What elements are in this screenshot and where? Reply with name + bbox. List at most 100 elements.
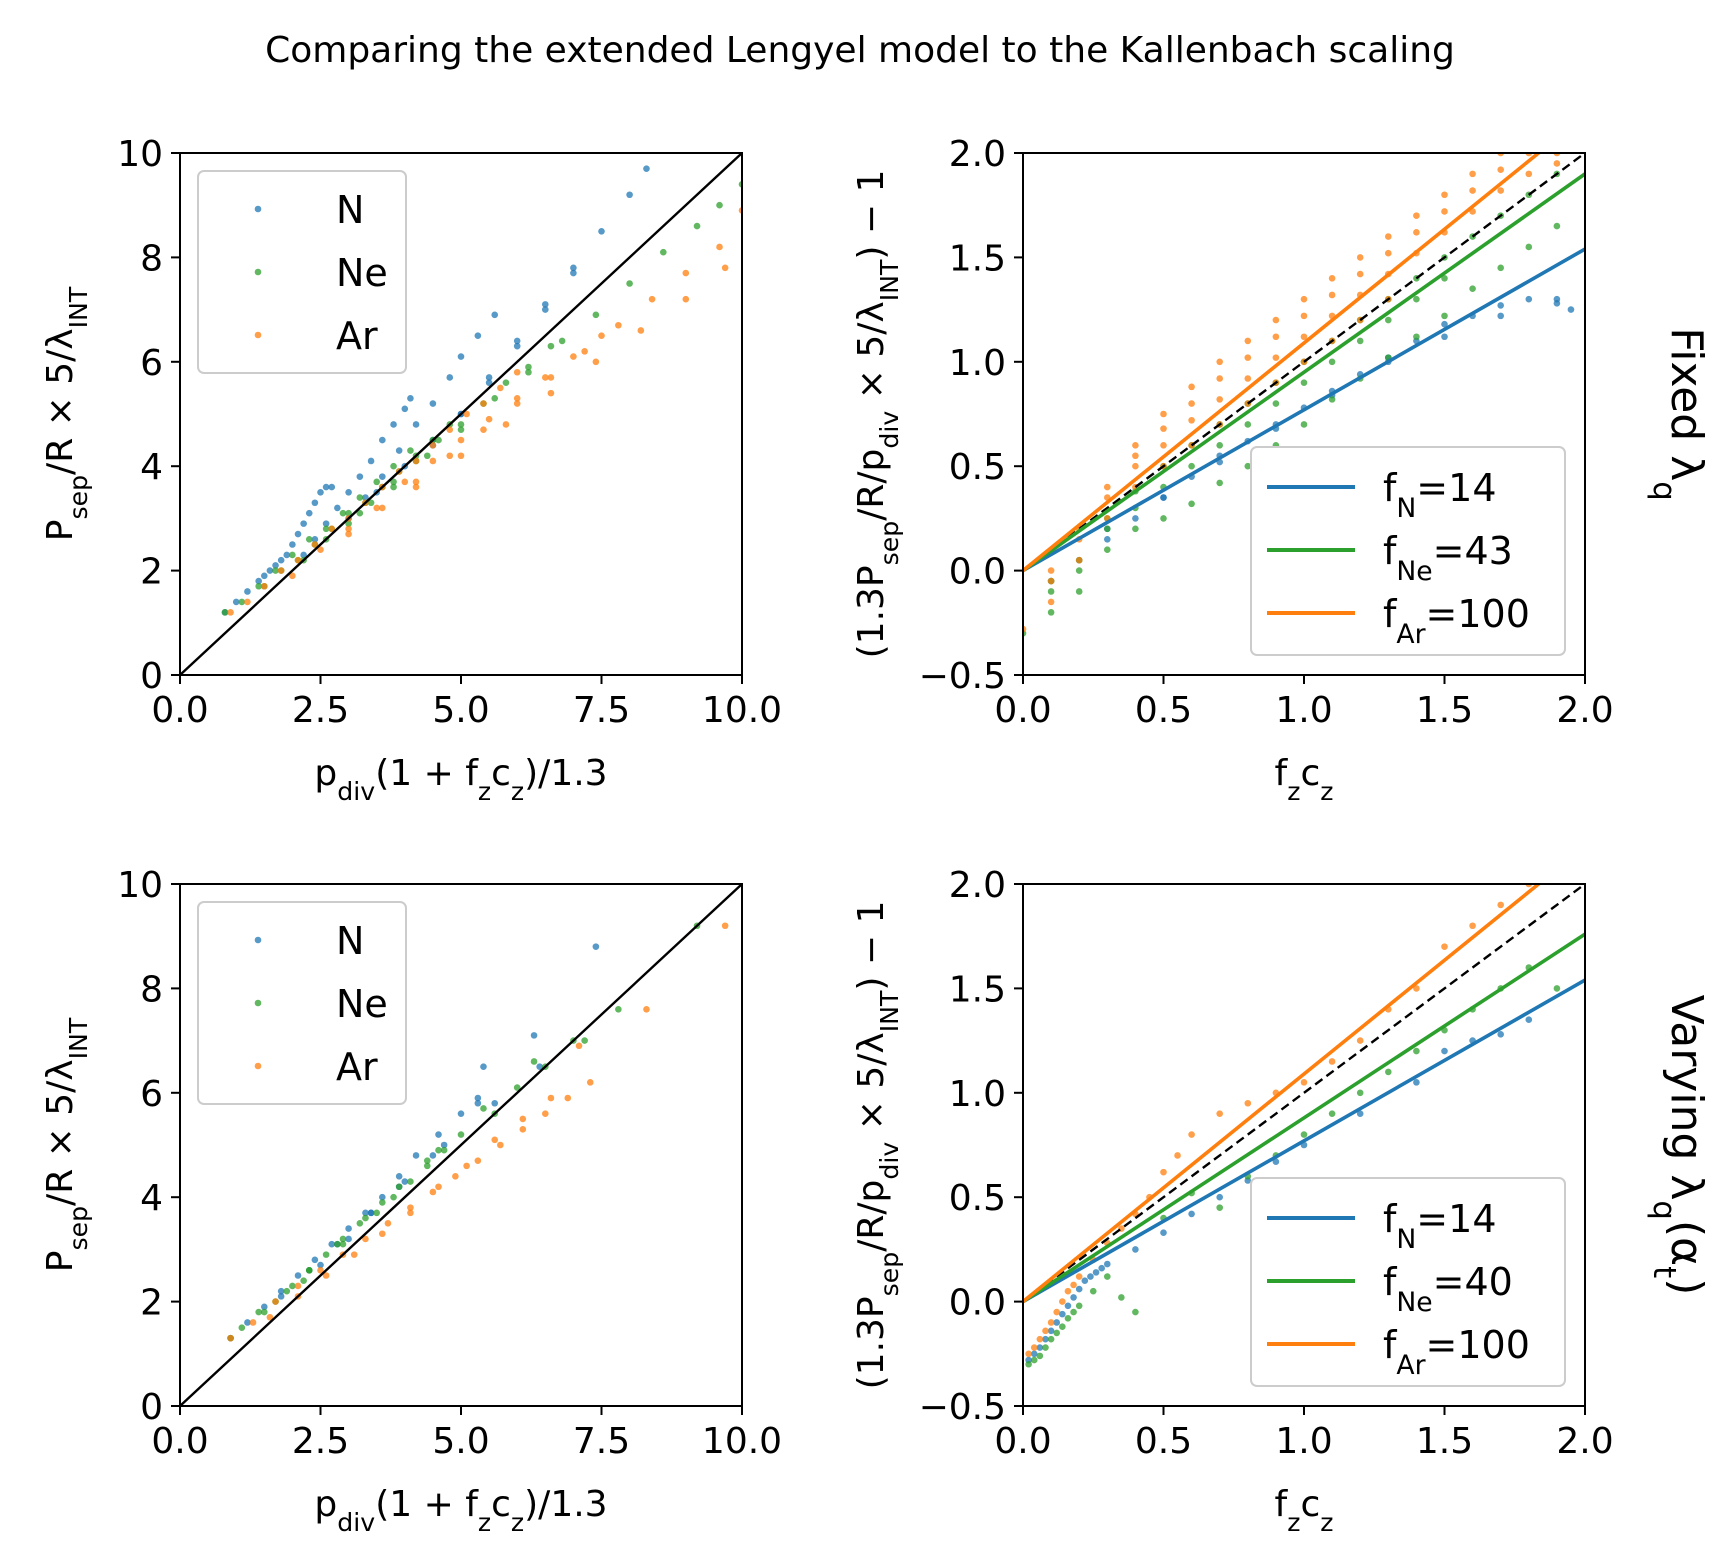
data-point-N (244, 588, 251, 595)
data-point-N (1081, 1277, 1089, 1285)
data-point-Ar (429, 1188, 437, 1196)
data-point-Ne (1064, 1315, 1072, 1322)
data-point-N (277, 1287, 285, 1295)
data-point-Ar (407, 1209, 414, 1217)
legend-marker (254, 999, 262, 1007)
legend-marker (254, 1062, 262, 1070)
data-point-Ar (1036, 1335, 1044, 1343)
data-point-Ar (1328, 274, 1336, 282)
data-point-Ne (334, 1240, 341, 1248)
data-point-Ar (1042, 1327, 1049, 1335)
data-point-Ar (1385, 233, 1392, 240)
data-point-Ar (328, 525, 336, 533)
data-point-N (1216, 1193, 1223, 1201)
data-point-Ar (345, 525, 352, 533)
data-point-Ne (502, 379, 510, 386)
data-point-N (1413, 1079, 1420, 1086)
data-point-N (345, 1225, 352, 1232)
data-point-N (1036, 1344, 1044, 1351)
legend-label: Ar (336, 314, 378, 358)
data-point-Ar (412, 478, 420, 486)
data-point-Ar (474, 1157, 482, 1164)
legend: N Ne Ar (197, 901, 407, 1105)
data-point-Ne (1553, 985, 1561, 992)
data-point-Ar (497, 1141, 504, 1149)
data-point-Ne (1244, 462, 1252, 470)
data-point-Ne (367, 499, 375, 507)
data-point-Ar (435, 1183, 442, 1191)
data-point-Ar (407, 1204, 414, 1211)
x-tick-label: 2.0 (1556, 1421, 1613, 1462)
data-point-N (328, 483, 336, 491)
data-point-N (283, 551, 291, 559)
data-point-N (457, 1110, 465, 1117)
data-point-N (1092, 1269, 1100, 1276)
data-point-Ne (305, 535, 313, 543)
data-point-Ar (412, 483, 420, 491)
data-point-Ne (716, 201, 723, 209)
data-point-Ne (1413, 333, 1420, 341)
x-tick-label: 7.5 (573, 690, 630, 731)
data-point-Ne (1075, 567, 1083, 574)
data-point-Ar (1497, 187, 1504, 194)
data-point-Ar (379, 1230, 386, 1238)
data-point-N (1053, 1319, 1061, 1326)
data-point-N (277, 556, 285, 564)
data-point-N (1104, 535, 1111, 543)
data-point-Ne (1244, 421, 1252, 428)
data-point-Ne (530, 1058, 538, 1065)
data-point-N (311, 535, 319, 543)
data-point-Ne (283, 1287, 291, 1295)
data-point-Ne (457, 1131, 465, 1138)
x-tick-label: 0.0 (151, 690, 208, 731)
y-tick-label: 8 (140, 969, 163, 1010)
data-point-N (474, 332, 482, 340)
x-tick-label: 2.0 (1556, 690, 1613, 731)
x-tick-label: 2.5 (292, 690, 349, 731)
data-point-Ar (272, 1298, 279, 1305)
data-point-N (643, 165, 650, 172)
data-point-Ne (558, 337, 566, 345)
legend-frame (197, 170, 407, 374)
data-point-Ar (322, 1272, 330, 1279)
data-point-Ar (277, 567, 285, 574)
legend: N Ne Ar (197, 170, 407, 374)
data-point-Ne (1042, 1344, 1049, 1351)
y-tick-label: 0.5 (949, 1178, 1006, 1219)
data-point-Ne (435, 436, 442, 444)
data-point-Ne (395, 1183, 403, 1191)
data-point-N (362, 1209, 369, 1217)
x-tick-label: 1.0 (1275, 690, 1332, 731)
data-point-Ne (1328, 396, 1336, 403)
data-point-N (1064, 1302, 1072, 1310)
data-point-Ar (463, 410, 470, 418)
data-point-Ar (1160, 410, 1167, 418)
x-axis-label: pdiv(1 + fzcz)/1.3 (314, 1484, 607, 1537)
data-point-N (491, 1099, 499, 1107)
data-point-Ne (407, 447, 414, 454)
y-axis-label: Psep/R × 5/λINT (40, 1017, 93, 1272)
data-point-N (1272, 1158, 1280, 1166)
reference-line (180, 884, 742, 1406)
data-point-Ar (1188, 1131, 1195, 1138)
legend-label: fAr=100 (1383, 592, 1530, 650)
data-point-Ar (542, 374, 549, 381)
data-point-Ar (575, 1042, 583, 1050)
data-point-N (626, 191, 633, 199)
data-point-Ar (457, 452, 465, 460)
data-point-Ne (1047, 1335, 1055, 1343)
panel-1: 0.0 2.5 5.0 7.5 10.0 0 2 4 6 8 10 pdiv(1 + fzcz)/1.… (40, 134, 782, 806)
data-point-Ne (1553, 222, 1561, 230)
data-point-Ne (615, 1005, 622, 1013)
data-point-Ne (221, 609, 229, 616)
data-point-Ne (525, 368, 532, 376)
data-point-Ar (1160, 442, 1167, 449)
data-point-Ne (1216, 442, 1223, 449)
data-point-Ne (626, 280, 633, 287)
y-tick-label: 0 (140, 1387, 163, 1428)
data-point-Ne (1104, 546, 1111, 554)
data-point-N (513, 342, 521, 350)
y-tick-label: 2 (140, 552, 163, 593)
data-point-Ne (305, 1266, 313, 1274)
data-point-Ar (1070, 1281, 1077, 1289)
